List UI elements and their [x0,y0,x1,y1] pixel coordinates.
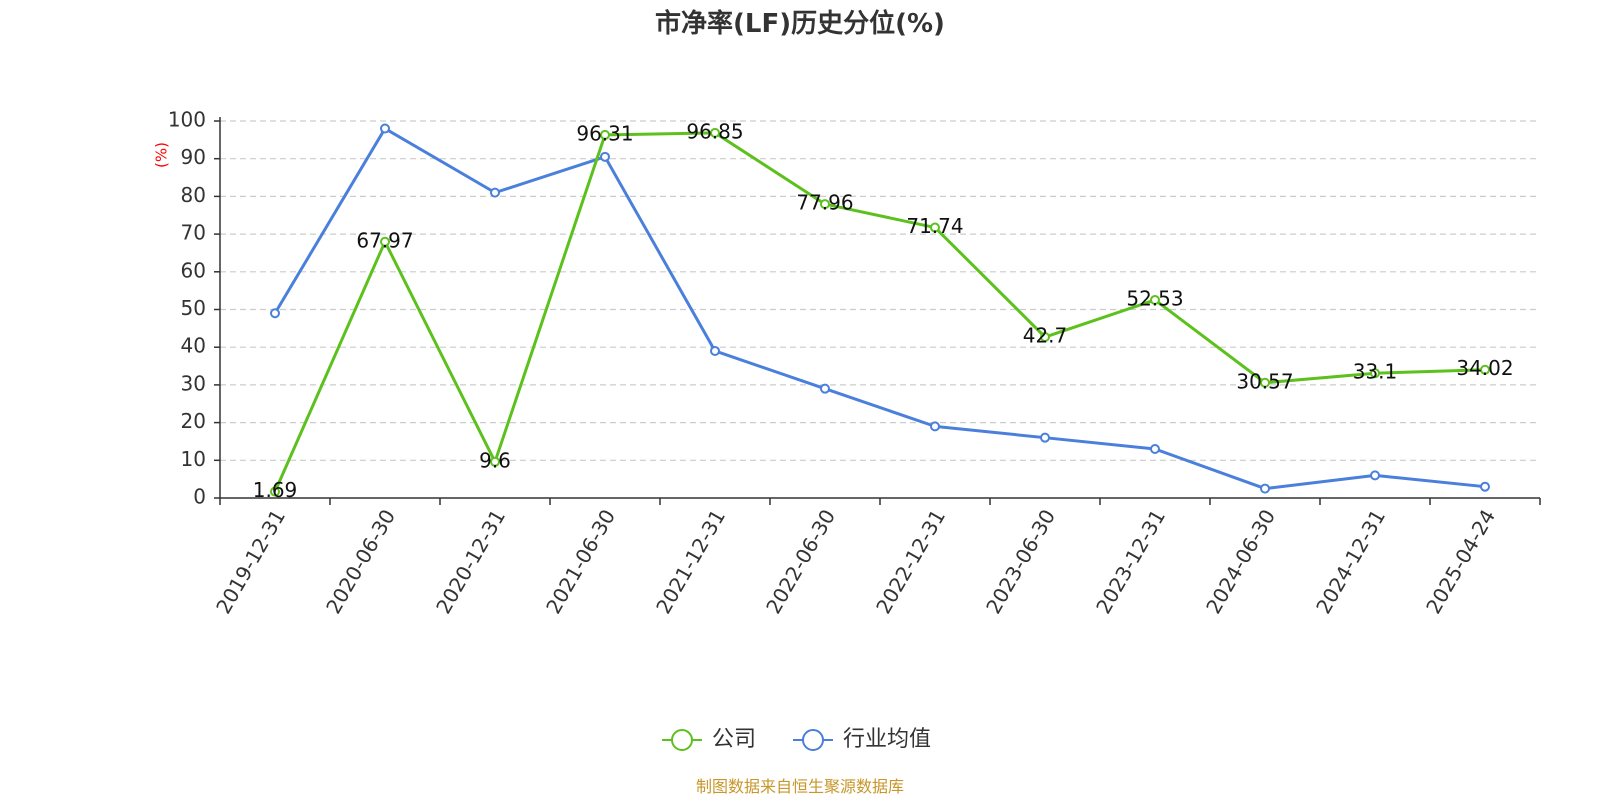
data-label: 96.31 [576,121,633,145]
legend-label: 行业均值 [843,727,931,752]
data-point [380,123,390,134]
legend-item: 行业均值 [793,727,931,752]
y-tick-label: 90 [181,145,206,169]
x-tick-label: 2025-04-24 [1421,505,1500,618]
legend-label: 公司 [712,727,756,752]
data-point [490,456,500,467]
series-layer [270,123,1490,497]
y-axis-unit: (%) [153,142,171,168]
data-label: 67.97 [356,228,413,252]
data-point [1260,483,1270,494]
data-point [1260,377,1270,388]
x-tick-label: 2023-06-30 [981,505,1060,618]
y-tick-label: 10 [181,447,206,471]
data-label: 96.85 [686,119,743,143]
data-labels: 1.69 67.97 9.6 96.31 96.85 77.96 71.74 42.7 52.5… [253,119,1514,502]
data-point [1150,443,1160,454]
legend-item: 公司 [662,727,756,752]
data-point [1150,294,1160,305]
y-tick-label: 50 [181,296,206,320]
y-tick-label: 20 [181,409,206,433]
data-label: 9.6 [479,448,511,472]
data-point [270,308,280,319]
y-tick-label: 100 [168,108,206,132]
data-point [490,187,500,198]
data-label: 34.02 [1456,356,1513,380]
y-tick-label: 30 [181,371,206,395]
series-line [273,127,1486,491]
x-tick-label: 2021-06-30 [541,505,620,618]
series-line [273,131,1486,493]
data-point [1480,364,1490,375]
axes: 0 10 20 30 40 50 60 70 80 90 100 2019-12-31 2020-06-… [168,108,1541,618]
data-point [1040,432,1050,443]
data-point [710,127,720,138]
data-point [930,222,940,233]
data-label: 77.96 [796,191,853,215]
y-tick-label: 60 [181,258,206,282]
chart-title: 市净率(LF)历史分位(%) [655,8,945,39]
data-label: 1.69 [253,478,298,502]
data-point [380,236,390,247]
y-tick-label: 80 [181,183,206,207]
legend: 公司 行业均值 [662,727,931,752]
x-tick-label: 2020-12-31 [431,505,510,618]
data-point [820,199,830,210]
data-point [710,345,720,356]
x-tick-label: 2023-12-31 [1091,505,1170,618]
source-note: 制图数据来自恒生聚源数据库 [696,777,904,796]
data-label: 71.74 [906,214,963,238]
data-point [600,129,610,140]
data-label: 30.57 [1236,369,1293,393]
data-point [600,151,610,162]
data-point [930,421,940,432]
data-point [1480,481,1490,492]
x-tick-label: 2024-06-30 [1201,505,1280,618]
x-tick-label: 2020-06-30 [321,505,400,618]
data-label: 33.1 [1353,360,1398,384]
x-tick-label: 2024-12-31 [1311,505,1390,618]
legend-marker [671,729,693,751]
legend-marker [802,729,824,751]
y-tick-label: 70 [181,221,206,245]
data-point [270,486,280,497]
x-tick-label: 2022-12-31 [871,505,950,618]
data-point [1370,470,1380,481]
data-point [1040,332,1050,343]
grid-lines [220,120,1540,461]
data-point [820,383,830,394]
data-point [1370,368,1380,379]
y-tick-label: 0 [193,485,206,509]
data-label: 52.53 [1126,286,1183,310]
data-label: 42.7 [1023,324,1068,348]
x-tick-label: 2019-12-31 [211,505,290,618]
x-tick-label: 2022-06-30 [761,505,840,618]
y-tick-label: 40 [181,334,206,358]
x-tick-label: 2021-12-31 [651,505,730,618]
